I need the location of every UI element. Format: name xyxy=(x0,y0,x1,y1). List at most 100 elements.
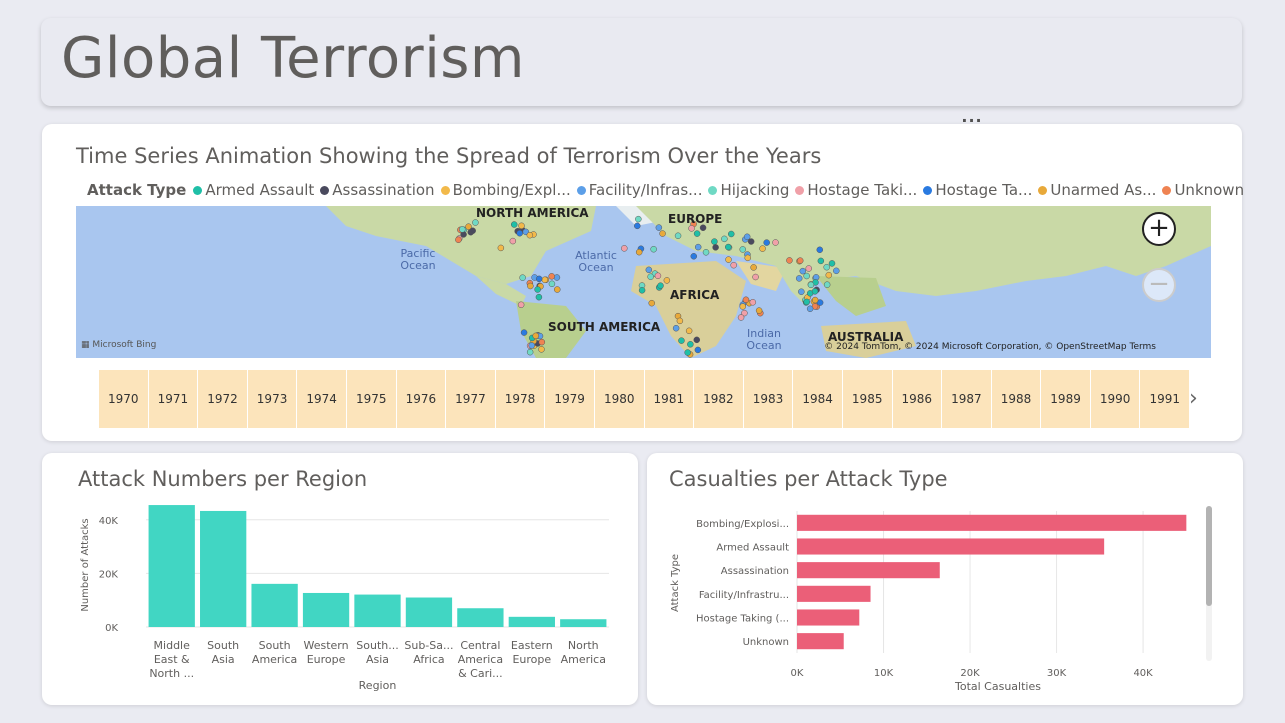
x-tick-label: 30K xyxy=(1047,668,1067,679)
year-tile[interactable]: 1979 xyxy=(545,370,595,428)
legend-marker-icon xyxy=(320,185,330,195)
casualty-bar xyxy=(797,585,871,602)
year-tile[interactable]: 1972 xyxy=(198,370,248,428)
year-tile[interactable]: 1986 xyxy=(892,370,943,428)
legend-marker-icon xyxy=(1162,185,1172,195)
incident-dot xyxy=(510,221,518,228)
casualty-bar xyxy=(797,609,860,626)
incident-dot xyxy=(541,276,549,284)
legend-item[interactable]: Facility/Infras... xyxy=(576,181,702,199)
legend-marker-icon xyxy=(1038,185,1048,195)
year-tile[interactable]: 1978 xyxy=(495,370,546,428)
incident-dot xyxy=(799,267,807,275)
legend-item[interactable]: Bombing/Expl... xyxy=(440,181,571,199)
incident-dot xyxy=(676,317,684,325)
incident-dot xyxy=(725,256,732,263)
year-tile[interactable]: 1981 xyxy=(644,370,695,428)
label-north-america: NORTH AMERICA xyxy=(476,206,589,220)
incident-dot xyxy=(534,286,541,293)
x-tick-label: Africa xyxy=(413,653,444,666)
year-tile[interactable]: 1975 xyxy=(346,370,397,428)
year-tile[interactable]: 1987 xyxy=(942,370,992,428)
incident-dot xyxy=(527,282,534,290)
incident-dot xyxy=(516,229,523,237)
bing-logo: ▦ Microsoft Bing xyxy=(81,340,157,350)
incident-dot xyxy=(823,263,830,271)
year-tile[interactable]: 1977 xyxy=(446,370,496,428)
year-tile[interactable]: 1982 xyxy=(694,370,744,428)
zoom-out-button[interactable]: − xyxy=(1142,268,1176,302)
year-tile[interactable]: 1990 xyxy=(1090,370,1141,428)
incident-dot xyxy=(621,245,628,252)
year-tile[interactable]: 1974 xyxy=(297,370,347,428)
x-tick-label: 40K xyxy=(1133,668,1153,679)
year-tile[interactable]: 1980 xyxy=(594,370,645,428)
incident-dot xyxy=(712,244,719,251)
incident-dot xyxy=(459,226,466,233)
incident-dot xyxy=(786,257,793,264)
incident-dot xyxy=(672,324,680,332)
casualty-bar xyxy=(797,562,940,579)
incident-dot xyxy=(747,238,755,245)
year-tile[interactable]: 1988 xyxy=(991,370,1042,428)
incident-dot xyxy=(744,254,751,262)
year-tile[interactable]: 1973 xyxy=(247,370,298,428)
incident-dot xyxy=(663,277,671,284)
incident-dot xyxy=(688,225,695,232)
incident-dot xyxy=(655,224,663,231)
legend-label: Hostage Ta... xyxy=(935,181,1033,199)
incident-dot xyxy=(730,261,737,269)
legend-item[interactable]: Armed Assault xyxy=(193,181,314,199)
legend-item[interactable]: Hostage Ta... xyxy=(923,181,1032,199)
x-tick-label: Central xyxy=(460,639,500,652)
year-tile[interactable]: 1989 xyxy=(1041,370,1091,428)
incident-dot xyxy=(684,349,691,356)
next-years-chevron-icon[interactable]: › xyxy=(1189,386,1198,411)
incident-dot xyxy=(833,267,840,275)
incident-dot xyxy=(759,245,766,252)
label-south-america: SOUTH AMERICA xyxy=(548,320,661,334)
legend-item[interactable]: Hijacking xyxy=(708,181,789,199)
incident-dot xyxy=(805,265,813,272)
landmass-australia xyxy=(821,321,916,358)
legend-marker-icon xyxy=(923,185,933,195)
year-tile[interactable]: 1971 xyxy=(148,370,199,428)
year-tile[interactable]: 1983 xyxy=(743,370,794,428)
year-tile[interactable]: 1985 xyxy=(842,370,893,428)
label-europe: EUROPE xyxy=(668,212,723,226)
region-bar-chart: Attack Numbers per Region 0K 20K 40K Middle… xyxy=(42,453,638,705)
map-attribution[interactable]: © 2024 TomTom, © 2024 Microsoft Corporat… xyxy=(824,342,1156,352)
bing-label: Microsoft Bing xyxy=(92,340,157,350)
year-tile[interactable]: 1984 xyxy=(793,370,843,428)
incident-dot xyxy=(803,272,810,280)
map-canvas xyxy=(326,206,1211,358)
incident-dot xyxy=(811,296,819,304)
year-tile[interactable]: 1991 xyxy=(1140,370,1191,428)
x-tick-label: Eastern xyxy=(511,639,553,652)
incident-dot xyxy=(763,239,770,246)
page-title: Global Terrorism xyxy=(61,26,525,91)
x-axis-title: Total Casualties xyxy=(954,680,1041,693)
year-tile[interactable]: 1976 xyxy=(396,370,447,428)
y-axis-title: Attack Type xyxy=(670,554,681,612)
legend-item[interactable]: Assassination xyxy=(320,181,435,199)
incident-dot xyxy=(469,227,476,234)
zoom-in-button[interactable]: + xyxy=(1142,212,1176,246)
legend-item[interactable]: Unarmed As... xyxy=(1038,181,1156,199)
chart-scrollbar[interactable] xyxy=(1206,506,1212,661)
legend-item[interactable]: Unknown xyxy=(1162,181,1244,199)
legend-item[interactable]: Hostage Taki... xyxy=(795,181,917,199)
world-map[interactable]: NORTH AMERICA EUROPE AFRICA SOUTH AMERIC… xyxy=(76,206,1211,358)
incident-dot xyxy=(520,329,528,336)
chart-scrollbar-thumb[interactable] xyxy=(1206,506,1212,606)
x-tick-label: America xyxy=(252,653,297,666)
incident-dot xyxy=(535,293,543,301)
incident-dot xyxy=(750,264,757,271)
region-bar xyxy=(251,583,298,627)
year-tile[interactable]: 1970 xyxy=(99,370,149,428)
incident-dot xyxy=(687,341,694,348)
y-tick-label: 0K xyxy=(105,623,118,634)
x-tick-label: Asia xyxy=(212,653,235,666)
incident-dot xyxy=(548,280,556,288)
incident-dot xyxy=(795,275,803,282)
